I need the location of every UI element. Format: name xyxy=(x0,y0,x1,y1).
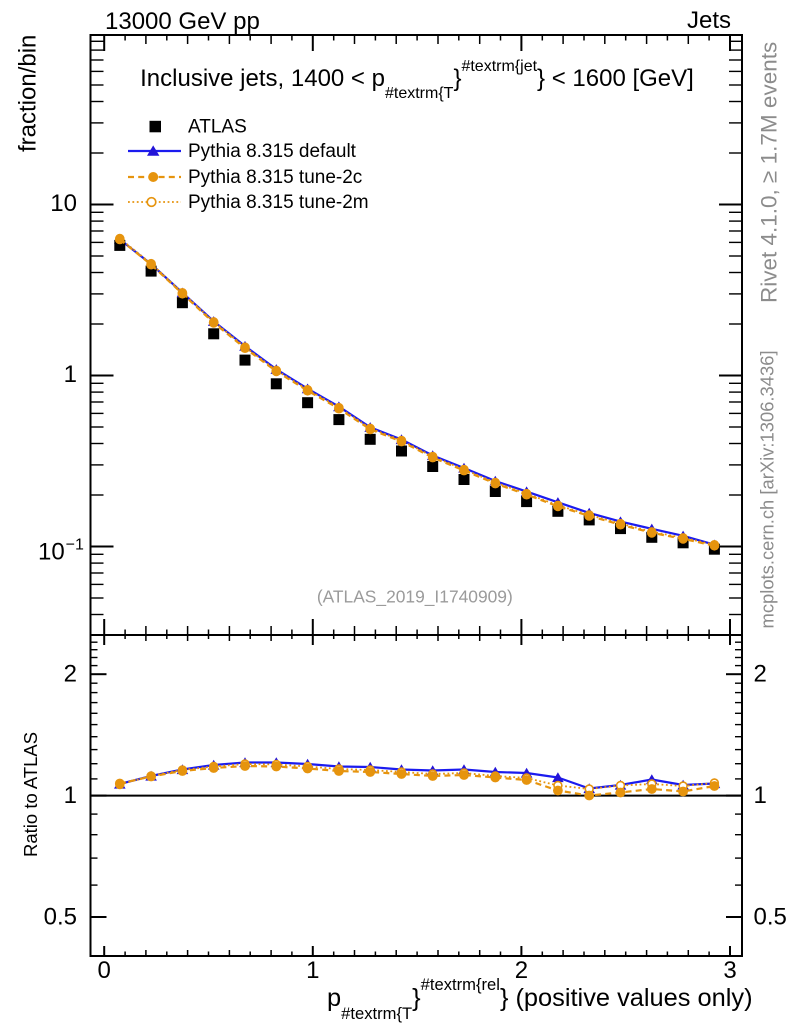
svg-text:10: 10 xyxy=(50,190,77,217)
svg-text:13000 GeV pp: 13000 GeV pp xyxy=(105,8,260,35)
svg-text:Rivet 4.1.0, ≥ 1.7M events: Rivet 4.1.0, ≥ 1.7M events xyxy=(757,42,782,303)
svg-text:2: 2 xyxy=(515,957,528,984)
svg-text:0.5: 0.5 xyxy=(754,904,786,931)
svg-text:1: 1 xyxy=(306,957,319,984)
svg-text:3: 3 xyxy=(723,957,736,984)
svg-text:Pythia 8.315 default: Pythia 8.315 default xyxy=(188,141,357,162)
svg-text:1: 1 xyxy=(64,361,77,388)
svg-text:1: 1 xyxy=(754,782,767,809)
svg-text:−1: −1 xyxy=(66,537,84,554)
svg-text:mcplots.cern.ch [arXiv:1306.34: mcplots.cern.ch [arXiv:1306.3436] xyxy=(757,350,778,628)
svg-text:Pythia 8.315 tune-2m: Pythia 8.315 tune-2m xyxy=(188,192,369,213)
svg-text:10: 10 xyxy=(38,539,65,566)
svg-text:Ratio to ATLAS: Ratio to ATLAS xyxy=(20,732,41,857)
svg-text:1: 1 xyxy=(64,782,77,809)
svg-text:fraction/bin: fraction/bin xyxy=(15,35,42,152)
svg-text:Pythia 8.315 tune-2c: Pythia 8.315 tune-2c xyxy=(188,167,362,188)
svg-text:2: 2 xyxy=(64,661,77,688)
svg-text:0.5: 0.5 xyxy=(44,904,77,931)
svg-text:2: 2 xyxy=(754,661,767,688)
svg-text:Jets: Jets xyxy=(687,7,731,34)
svg-text:ATLAS: ATLAS xyxy=(188,117,247,138)
svg-text:0: 0 xyxy=(98,957,111,984)
svg-text:(ATLAS_2019_I1740909): (ATLAS_2019_I1740909) xyxy=(317,587,513,607)
